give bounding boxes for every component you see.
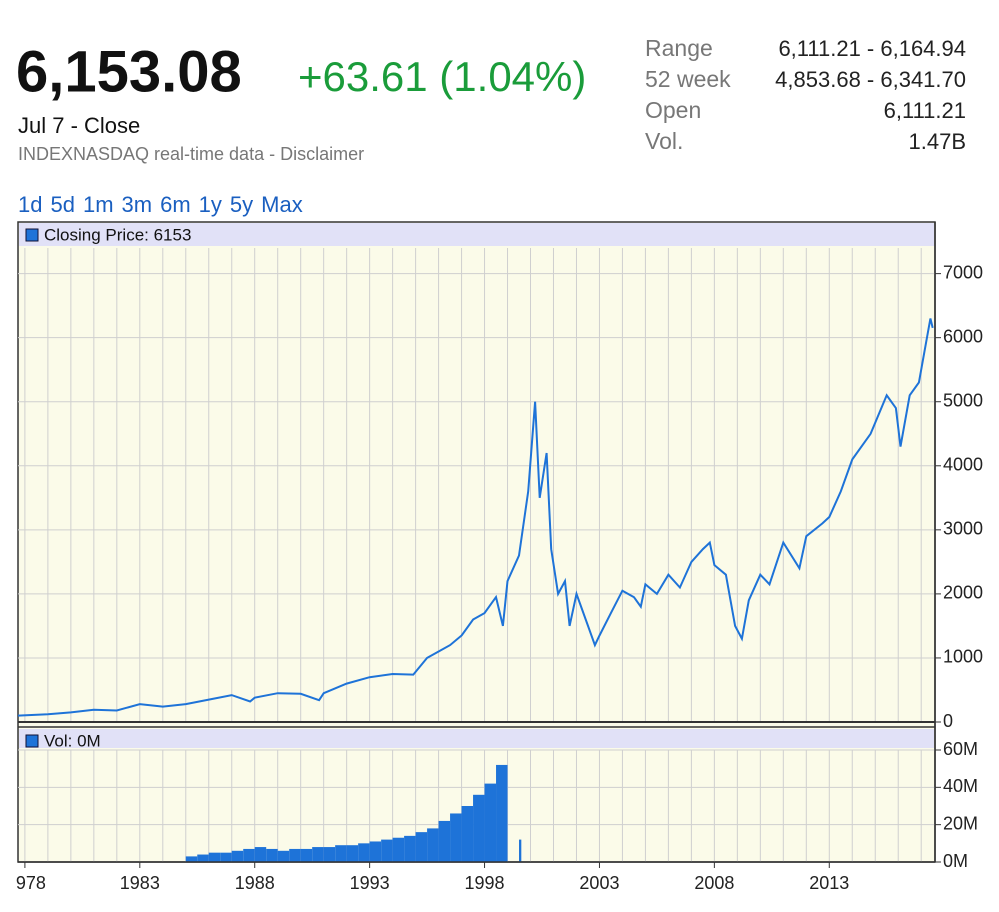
stat-value: 4,853.68 - 6,341.70	[775, 67, 966, 92]
y-tick-label: 0M	[943, 851, 968, 871]
range-link[interactable]: 5y	[230, 192, 253, 217]
chart-frame	[17, 221, 936, 863]
volume-bar	[312, 847, 324, 862]
volume-bar	[392, 837, 405, 862]
legend-swatch	[25, 734, 39, 748]
volume-bar	[220, 852, 232, 862]
x-tick-label: 2003	[579, 873, 619, 893]
volume-bar	[484, 783, 497, 862]
legend-label: Closing Price: 6153	[44, 225, 191, 244]
volume-bar	[427, 828, 439, 862]
y-tick-label: 5000	[943, 390, 983, 410]
y-tick-label: 40M	[943, 776, 978, 796]
volume-bar	[438, 820, 451, 862]
volume-bar	[358, 843, 370, 862]
range-link[interactable]: 1m	[83, 192, 114, 217]
volume-bar	[300, 848, 313, 862]
y-tick-label: 2000	[943, 583, 983, 603]
volume-bar	[323, 847, 336, 862]
volume-bar	[450, 813, 462, 862]
volume-bar	[335, 845, 347, 862]
volume-bar	[346, 845, 359, 862]
volume-bar	[496, 764, 508, 862]
x-tick-label: 1993	[350, 873, 390, 893]
y-tick-label: 7000	[943, 262, 983, 282]
volume-bar	[185, 856, 198, 862]
y-tick-label: 6000	[943, 326, 983, 346]
volume-bar	[243, 848, 255, 862]
volume-bar	[381, 839, 393, 862]
y-tick-label: 20M	[943, 813, 978, 833]
x-tick-label: 2008	[694, 873, 734, 893]
range-links: 1d 5d 1m 3m 6m 1y 5y Max	[18, 192, 303, 217]
stat-label: 52 week	[645, 66, 731, 92]
x-tick-label: 978	[16, 873, 46, 893]
volume-bar	[473, 794, 485, 862]
volume-bar	[404, 835, 416, 862]
volume-bar	[461, 806, 474, 862]
x-tick-label: 1983	[120, 873, 160, 893]
stat-label: Open	[645, 97, 701, 123]
x-tick-label: 1988	[235, 873, 275, 893]
volume-bar	[415, 832, 428, 862]
volume-bar	[369, 841, 382, 862]
charts: 0 1000 2000 3000 4000 5000 6000 7000 Closing Pri…	[16, 221, 983, 893]
legend-label: Vol: 0M	[44, 731, 101, 750]
stat-value: 6,111.21 - 6,164.94	[778, 36, 966, 61]
volume-bar	[231, 850, 244, 862]
change: +63.61 (1.04%)	[298, 53, 586, 100]
range-link[interactable]: 6m	[160, 192, 191, 217]
legend-band	[19, 729, 934, 748]
stats: Range 6,111.21 - 6,164.94 52 week 4,853.68 …	[645, 35, 966, 154]
x-tick-label: 1998	[465, 873, 505, 893]
volume-bar	[266, 848, 278, 862]
range-link[interactable]: 1d	[18, 192, 42, 217]
range-link[interactable]: 1y	[199, 192, 222, 217]
volume-bar	[197, 854, 209, 862]
range-link[interactable]: 5d	[50, 192, 74, 217]
volume-bar	[289, 848, 301, 862]
stat-label: Vol.	[645, 128, 683, 154]
range-link[interactable]: 3m	[122, 192, 153, 217]
close-date: Jul 7 - Close	[18, 113, 140, 138]
volume-bar	[208, 852, 221, 862]
stat-value: 1.47B	[909, 129, 967, 154]
x-tick-label: 2013	[809, 873, 849, 893]
y-tick-label: 3000	[943, 519, 983, 539]
price: 6,153.08	[16, 39, 242, 104]
stat-value: 6,111.21	[884, 98, 966, 123]
legend-band	[19, 223, 934, 246]
legend-swatch	[25, 228, 39, 242]
volume-bar	[254, 847, 267, 862]
stat-label: Range	[645, 35, 713, 61]
price-line	[17, 318, 934, 717]
y-tick-label: 1000	[943, 647, 983, 667]
volume-bar	[519, 839, 522, 862]
y-tick-label: 0	[943, 711, 953, 731]
volume-bar	[277, 850, 290, 862]
range-link[interactable]: Max	[261, 192, 303, 217]
y-tick-label: 60M	[943, 739, 978, 759]
source: INDEXNASDAQ real-time data - Disclaimer	[18, 144, 364, 164]
y-tick-label: 4000	[943, 455, 983, 475]
